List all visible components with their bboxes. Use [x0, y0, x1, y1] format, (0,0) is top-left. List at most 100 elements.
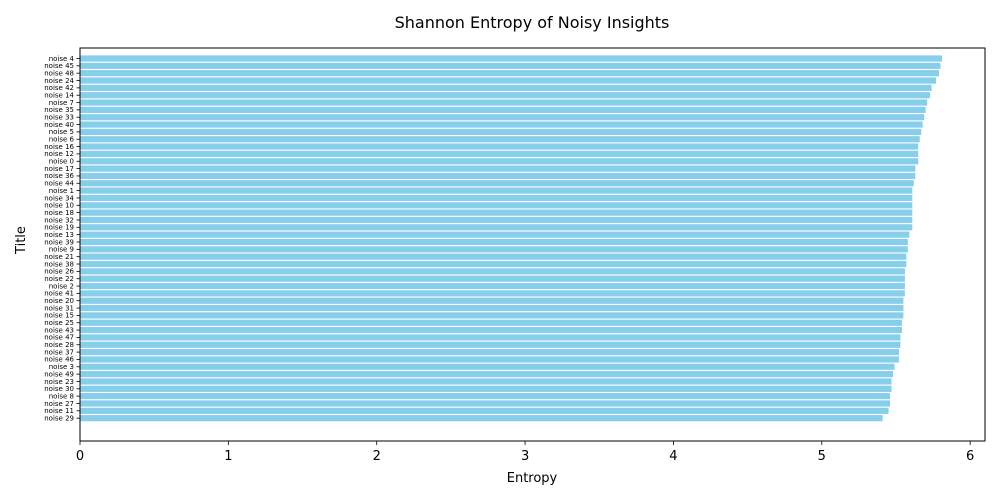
- bar-noise-42: [80, 84, 932, 91]
- x-tick-label: 5: [818, 449, 826, 464]
- bar-noise-7: [80, 99, 928, 106]
- x-axis: 0 1 2 3 4 5 6: [76, 441, 974, 464]
- y-tick-label: noise 30: [44, 385, 74, 393]
- bar-noise-1: [80, 187, 913, 194]
- y-tick-label: noise 20: [44, 297, 74, 305]
- bar-noise-18: [80, 209, 913, 216]
- y-tick-label: noise 45: [44, 62, 74, 70]
- bar-noise-6: [80, 136, 920, 143]
- bar-noise-49: [80, 371, 894, 378]
- bar-noise-4: [80, 55, 942, 62]
- bar-noise-13: [80, 231, 910, 238]
- y-tick-label: noise 49: [44, 370, 74, 378]
- bar-noise-3: [80, 363, 895, 370]
- bar-noise-0: [80, 158, 919, 165]
- bar-noise-46: [80, 356, 899, 363]
- x-tick-label: 2: [373, 449, 381, 464]
- y-tick-label: noise 13: [44, 231, 74, 239]
- bar-noise-44: [80, 180, 914, 187]
- y-tick-label: noise 8: [49, 392, 74, 400]
- y-tick-label: noise 10: [44, 202, 74, 210]
- y-tick-label: noise 4: [49, 55, 75, 63]
- bar-noise-40: [80, 121, 923, 128]
- y-tick-label: noise 9: [49, 246, 74, 254]
- bar-noise-22: [80, 275, 905, 282]
- y-tick-label: noise 23: [44, 378, 74, 386]
- bar-noise-20: [80, 297, 904, 304]
- y-tick-label: noise 33: [44, 114, 74, 122]
- y-tick-label: noise 22: [44, 275, 74, 283]
- bar-noise-9: [80, 246, 908, 253]
- x-tick-label: 3: [521, 449, 529, 464]
- x-tick-label: 6: [966, 449, 974, 464]
- bar-noise-48: [80, 70, 940, 77]
- bar-noise-14: [80, 92, 931, 99]
- bar-noise-23: [80, 378, 892, 385]
- y-tick-label: noise 46: [44, 356, 74, 364]
- y-tick-label: noise 29: [44, 414, 74, 422]
- y-tick-label: noise 12: [44, 150, 74, 158]
- bar-noise-25: [80, 319, 902, 326]
- bar-noise-5: [80, 128, 922, 135]
- y-tick-label: noise 32: [44, 216, 74, 224]
- y-tick-label: noise 2: [49, 282, 74, 290]
- bar-noise-38: [80, 260, 907, 268]
- bar-noise-29: [80, 415, 883, 422]
- bar-noise-10: [80, 202, 913, 209]
- plot-frame: [79, 47, 986, 442]
- y-tick-label: noise 0: [49, 158, 74, 166]
- bar-noise-19: [80, 224, 913, 231]
- x-axis-label: Entropy: [507, 471, 558, 486]
- bar-noise-12: [80, 150, 919, 158]
- y-tick-label: noise 16: [44, 143, 74, 151]
- y-tick-label: noise 28: [44, 341, 74, 349]
- y-tick-label: noise 11: [44, 407, 74, 415]
- plot-area: [80, 55, 942, 422]
- bar-noise-45: [80, 62, 941, 69]
- y-tick-label: noise 44: [44, 180, 74, 188]
- x-tick-label: 0: [76, 449, 84, 464]
- y-tick-label: noise 14: [44, 92, 74, 100]
- y-tick-label: noise 1: [49, 187, 74, 195]
- y-tick-label: noise 19: [44, 224, 74, 232]
- bar-noise-47: [80, 334, 901, 341]
- y-tick-label: noise 38: [44, 260, 74, 268]
- y-tick-label: noise 35: [44, 106, 74, 114]
- x-tick-label: 1: [224, 449, 232, 464]
- y-tick-label: noise 37: [44, 348, 74, 356]
- y-tick-label: noise 41: [44, 290, 74, 298]
- bar-noise-41: [80, 290, 905, 297]
- bar-noise-30: [80, 385, 892, 392]
- bar-noise-43: [80, 326, 902, 334]
- bar-noise-33: [80, 114, 925, 121]
- y-tick-label: noise 47: [44, 334, 74, 342]
- y-tick-label: noise 26: [44, 268, 74, 276]
- y-tick-label: noise 24: [44, 77, 74, 85]
- bar-noise-24: [80, 77, 937, 84]
- y-tick-label: noise 36: [44, 172, 74, 180]
- y-tick-label: noise 43: [44, 326, 74, 334]
- y-tick-label: noise 48: [44, 69, 74, 77]
- y-tick-label: noise 39: [44, 238, 74, 246]
- y-tick-label: noise 5: [49, 128, 74, 136]
- bar-noise-34: [80, 194, 913, 202]
- bar-noise-8: [80, 393, 891, 400]
- bar-noise-37: [80, 349, 899, 356]
- bar-noise-39: [80, 238, 908, 246]
- bar-noise-21: [80, 253, 907, 260]
- chart-title: Shannon Entropy of Noisy Insights: [395, 13, 670, 32]
- y-tick-label: noise 40: [44, 121, 74, 129]
- bar-noise-32: [80, 216, 913, 224]
- bar-noise-17: [80, 165, 916, 172]
- bar-noise-16: [80, 143, 919, 150]
- y-tick-label: noise 17: [44, 165, 74, 173]
- y-tick-label: noise 21: [44, 253, 74, 261]
- bar-noise-35: [80, 106, 926, 113]
- bar-noise-26: [80, 268, 905, 275]
- y-tick-label: noise 6: [49, 136, 75, 144]
- bar-noise-28: [80, 341, 901, 348]
- y-axis-label: Title: [14, 226, 29, 255]
